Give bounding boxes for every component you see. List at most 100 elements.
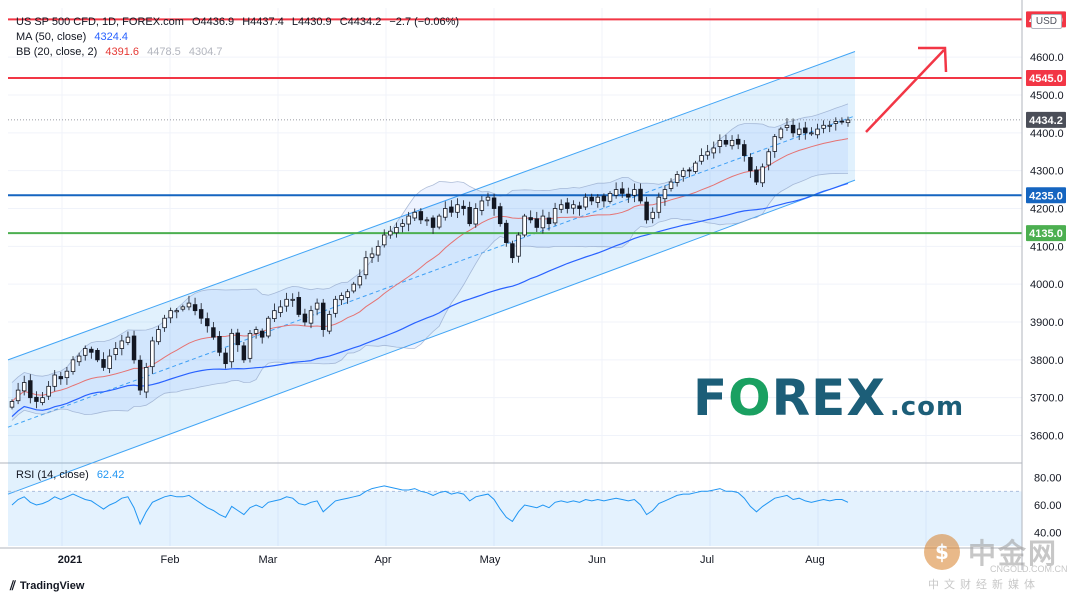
tradingview-logo[interactable]: ⫽ TradingView — [10, 578, 84, 594]
candle-body — [595, 196, 601, 203]
candle-body — [247, 332, 253, 359]
candle-body — [174, 310, 179, 313]
candle-body — [186, 302, 192, 308]
candle-body — [345, 291, 350, 298]
candle-body — [290, 298, 295, 301]
candle-body — [723, 140, 729, 145]
candles — [9, 116, 851, 410]
axis-price-tag — [1026, 187, 1066, 204]
candle-body — [565, 202, 570, 209]
candle-body — [266, 317, 271, 337]
price-tick-label: 4000.0 — [1030, 279, 1064, 291]
forex-logo: FOREX .com — [693, 370, 964, 435]
candle-body — [64, 370, 70, 379]
candle-body — [833, 121, 839, 124]
bb-lower: 4304.7 — [188, 46, 223, 58]
candle-body — [626, 193, 631, 198]
candle-body — [827, 124, 832, 127]
time-tick-label: Jul — [700, 554, 714, 566]
candle-body — [229, 332, 234, 363]
candle-body — [168, 310, 173, 319]
candle-body — [162, 317, 167, 329]
candle-body — [772, 136, 778, 152]
candle-body — [28, 380, 33, 399]
candle-body — [699, 155, 704, 162]
time-tick-label: Feb — [161, 554, 180, 566]
candle-body — [424, 219, 430, 222]
candle-body — [95, 349, 100, 361]
candle-body — [113, 348, 118, 355]
bb-upper: 4478.5 — [147, 46, 181, 58]
candle-body — [644, 201, 649, 221]
candle-body — [119, 340, 125, 349]
candle-body — [577, 205, 582, 209]
rsi-band — [8, 491, 1022, 546]
candle-body — [302, 313, 308, 323]
time-tick-label: Mar — [259, 554, 278, 566]
axis-price-tag-label: 4235.0 — [1029, 190, 1063, 202]
candle-body — [815, 128, 820, 136]
time-tick-label: Jun — [588, 554, 606, 566]
price-tick-label: 3700.0 — [1030, 393, 1064, 405]
candle-body — [601, 195, 607, 202]
candle-body — [89, 348, 94, 353]
rsi-tick-label: 40.00 — [1034, 527, 1062, 539]
low-value: L4430.9 — [291, 16, 332, 28]
candle-body — [735, 138, 741, 145]
candle-body — [778, 128, 784, 139]
candle-body — [546, 217, 552, 225]
candle-body — [259, 330, 265, 338]
high-value: H4437.4 — [242, 16, 284, 28]
candle-body — [375, 245, 381, 256]
candle-body — [400, 223, 405, 227]
candle-body — [839, 120, 845, 123]
candle-body — [674, 174, 680, 183]
candle-body — [632, 189, 637, 196]
candle-body — [638, 188, 643, 202]
candle-body — [125, 336, 131, 343]
axis-price-tag — [1026, 69, 1066, 86]
axis-price-tag — [1026, 225, 1066, 242]
candle-body — [552, 208, 558, 224]
candle-body — [687, 169, 692, 172]
open-value: O4436.9 — [191, 16, 235, 28]
arrow-shaft — [865, 49, 945, 133]
channel-mid — [7, 115, 856, 428]
candle-body — [418, 211, 424, 221]
axis-price-tag-label: 4135.0 — [1029, 228, 1063, 240]
candle-body — [394, 227, 399, 234]
candle-body — [327, 314, 332, 332]
candle-body — [528, 217, 533, 221]
axis-price-tag-label: 4434.2 — [1029, 115, 1063, 127]
tradingview-label: TradingView — [19, 580, 85, 592]
candle-body — [650, 211, 655, 219]
candle-body — [619, 188, 625, 194]
candle-body — [766, 151, 771, 166]
candle-body — [668, 181, 674, 189]
candle-body — [156, 329, 161, 343]
candle-body — [253, 329, 259, 334]
rsi-pane — [8, 485, 1022, 546]
candle-body — [656, 196, 662, 213]
candle-body — [784, 124, 790, 128]
candle-body — [809, 132, 814, 135]
candle-body — [351, 283, 356, 292]
rsi-tick-label: 60.00 — [1034, 500, 1062, 512]
candle-body — [510, 243, 515, 259]
horizontal-levels — [8, 18, 1022, 235]
change-value: −2.7 (−0.06%) — [389, 16, 460, 28]
watermark-cn: 中金网 — [968, 537, 1059, 570]
bb-lower-line — [11, 173, 849, 421]
candle-body — [461, 205, 466, 209]
bb-label: BB (20, close, 2) — [16, 46, 98, 58]
candle-body — [504, 222, 509, 243]
close-value: C4434.2 — [339, 16, 382, 28]
candle-body — [729, 140, 735, 147]
target-arrow — [865, 46, 948, 133]
candle-body — [790, 124, 796, 134]
rsi-legend: RSI (14, close) 62.42 — [16, 469, 129, 481]
currency-button[interactable]: USD — [1030, 14, 1062, 29]
candle-body — [15, 389, 21, 402]
candle-body — [278, 306, 283, 313]
